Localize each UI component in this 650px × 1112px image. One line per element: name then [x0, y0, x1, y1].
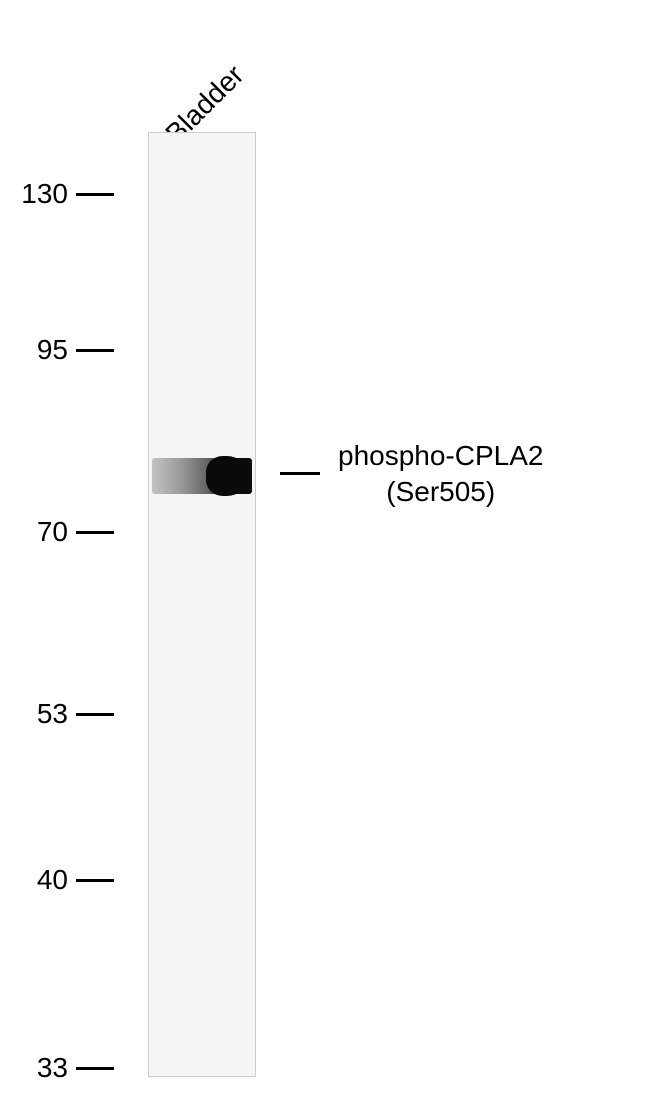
band-label-line2: (Ser505) — [338, 474, 543, 510]
band-label-line1: phospho-CPLA2 — [338, 438, 543, 474]
mw-label: 33 — [18, 1052, 68, 1084]
mw-tick — [76, 713, 114, 716]
mw-marker-70: 70 — [18, 516, 114, 548]
mw-tick — [76, 1067, 114, 1070]
band-dark-spot — [206, 456, 248, 496]
mw-marker-40: 40 — [18, 864, 114, 896]
mw-marker-53: 53 — [18, 698, 114, 730]
protein-band — [152, 458, 252, 494]
band-indicator-line — [280, 472, 320, 475]
mw-tick — [76, 193, 114, 196]
band-label: phospho-CPLA2 (Ser505) — [338, 438, 543, 511]
western-blot-figure: Bladder 130 95 70 53 40 33 phospho-CPLA2… — [0, 0, 650, 1112]
mw-tick — [76, 531, 114, 534]
mw-marker-95: 95 — [18, 334, 114, 366]
mw-label: 130 — [18, 178, 68, 210]
mw-tick — [76, 879, 114, 882]
mw-marker-33: 33 — [18, 1052, 114, 1084]
blot-lane — [148, 132, 256, 1077]
mw-label: 70 — [18, 516, 68, 548]
mw-label: 40 — [18, 864, 68, 896]
mw-label: 53 — [18, 698, 68, 730]
mw-label: 95 — [18, 334, 68, 366]
mw-tick — [76, 349, 114, 352]
mw-marker-130: 130 — [18, 178, 114, 210]
